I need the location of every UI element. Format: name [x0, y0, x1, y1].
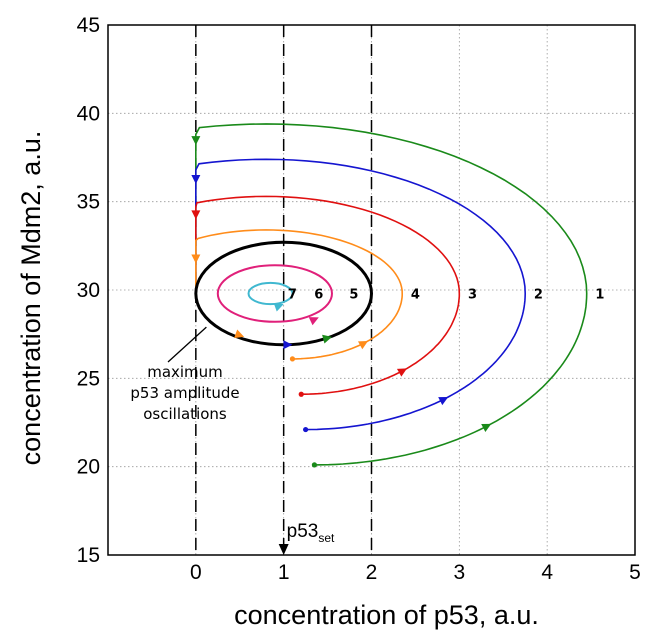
x-tick-label: 4	[541, 561, 553, 584]
start-point	[303, 426, 309, 433]
x-tick-label: 1	[278, 561, 290, 584]
y-tick-label: 35	[77, 191, 100, 214]
y-axis-title: concentration of Mdm2, a.u.	[16, 131, 46, 466]
direction-arrow	[191, 254, 201, 264]
start-point	[289, 356, 296, 362]
direction-arrow	[273, 302, 284, 312]
curve-label-4: 4	[411, 288, 420, 303]
curve-7	[247, 281, 294, 306]
y-tick-label: 20	[77, 456, 100, 479]
direction-arrow	[396, 368, 408, 377]
direction-arrow	[191, 136, 201, 146]
y-tick-label: 45	[77, 14, 100, 37]
x-tick-label: 3	[453, 561, 465, 584]
set-point-arrowhead	[278, 544, 289, 555]
direction-arrow	[191, 210, 201, 220]
direction-arrows	[191, 136, 492, 433]
set-point-subscript: set	[318, 531, 335, 545]
set-point-label: p53set	[287, 521, 335, 545]
y-tick-label: 30	[77, 279, 100, 302]
annotation-leader	[167, 326, 207, 363]
curve-label-1: 1	[595, 288, 604, 303]
curve-label-7: 7	[288, 288, 297, 303]
curve-2	[195, 158, 527, 431]
direction-arrow	[357, 340, 369, 350]
direction-arrow	[283, 340, 293, 350]
x-tick-label: 0	[190, 561, 202, 584]
start-point	[311, 462, 318, 468]
plot-frame	[107, 24, 636, 556]
y-tick-label: 40	[77, 102, 100, 125]
direction-arrow	[234, 329, 245, 338]
direction-arrow	[481, 423, 492, 433]
curve-1	[195, 123, 588, 466]
dashed-verticals	[195, 25, 373, 555]
curve-3	[195, 195, 461, 395]
curve-label-3: 3	[468, 288, 477, 303]
annotation-line: maximum	[147, 363, 223, 381]
curve-labels: 1 2 3 4 5 6 7	[288, 288, 604, 303]
curves	[194, 123, 588, 468]
annotation-line: p53 amplitude	[130, 384, 239, 402]
curve-4	[195, 229, 403, 360]
y-tick-label: 15	[77, 544, 100, 567]
y-tick-label: 25	[77, 367, 100, 390]
x-tick-label: 2	[366, 561, 378, 584]
curve-label-2: 2	[534, 288, 543, 303]
start-point	[298, 391, 304, 397]
annotation: p53set maximum p53 amplitude oscillations	[130, 326, 335, 545]
curve-label-6: 6	[314, 288, 323, 303]
direction-arrow	[308, 317, 319, 326]
direction-arrow	[322, 334, 332, 344]
direction-arrow	[438, 396, 449, 406]
x-tick-label: 5	[629, 561, 641, 584]
x-axis-title: concentration of p53, a.u.	[234, 600, 539, 630]
annotation-line: oscillations	[143, 405, 227, 423]
curve-6	[216, 264, 333, 323]
direction-arrow	[191, 175, 201, 184]
curve-label-5: 5	[349, 288, 358, 303]
